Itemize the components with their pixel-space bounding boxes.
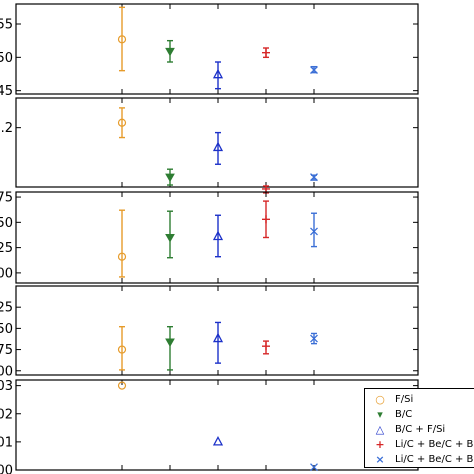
panel-4: 00 75 50 25 bbox=[0, 285, 419, 379]
panel-frame bbox=[15, 191, 419, 284]
data-point bbox=[310, 463, 318, 472]
y-tick-label: 00 bbox=[0, 266, 13, 281]
legend-marker-icon: △ bbox=[375, 422, 385, 436]
data-point bbox=[310, 227, 318, 236]
legend-marker-icon: ○ bbox=[375, 392, 385, 406]
y-tick-label: 00 bbox=[0, 364, 13, 379]
data-point bbox=[165, 173, 175, 183]
legend-entry: ○ F/Si bbox=[371, 392, 413, 406]
legend-entry: × Li/C + Be/C + B bbox=[371, 452, 473, 466]
legend-marker-icon: × bbox=[375, 452, 385, 466]
data-point bbox=[212, 141, 224, 152]
data-point bbox=[212, 230, 224, 241]
legend-entry: △ B/C + F/Si bbox=[371, 422, 445, 436]
data-point bbox=[310, 66, 318, 74]
y-tick-label: 75 bbox=[0, 343, 13, 358]
data-point bbox=[165, 338, 175, 347]
panel-frame bbox=[15, 97, 419, 188]
legend-label: Li/C + Be/C + B bbox=[395, 453, 474, 465]
data-point bbox=[212, 68, 224, 79]
panel-2: .2 bbox=[1, 97, 419, 194]
legend-entry: ▾ B/C bbox=[371, 407, 412, 421]
legend-label: F/Si bbox=[395, 393, 414, 405]
data-point bbox=[262, 215, 270, 224]
data-point bbox=[212, 435, 224, 446]
panel-frame bbox=[15, 285, 419, 376]
panel-3: 00 25 50 75 bbox=[0, 191, 419, 284]
legend-marker-icon: + bbox=[375, 437, 385, 451]
data-point bbox=[262, 342, 270, 351]
y-tick-label: 00 bbox=[0, 464, 13, 474]
legend-label: Li/C + Be/C + B bbox=[395, 438, 474, 450]
y-tick-label: .2 bbox=[1, 121, 13, 136]
data-point bbox=[117, 252, 127, 261]
y-tick-label: 50 bbox=[0, 51, 13, 66]
panel-frame bbox=[15, 3, 419, 95]
legend-marker-icon: ▾ bbox=[377, 407, 383, 421]
data-point bbox=[117, 35, 127, 44]
y-tick-label: 55 bbox=[0, 18, 13, 33]
data-point bbox=[262, 48, 270, 57]
panel-5: 00 01 02 03 bbox=[0, 379, 419, 474]
data-point bbox=[165, 234, 175, 243]
data-point bbox=[165, 47, 175, 57]
legend-label: B/C + F/Si bbox=[395, 423, 446, 435]
y-tick-label: 03 bbox=[0, 379, 13, 394]
y-tick-label: 50 bbox=[0, 322, 13, 337]
y-tick-label: 25 bbox=[0, 301, 13, 316]
y-tick-label: .45 bbox=[0, 84, 13, 99]
y-tick-label: 50 bbox=[0, 216, 13, 231]
panel-1: .45 50 55 bbox=[0, 3, 419, 99]
legend-label: B/C bbox=[395, 408, 413, 420]
data-point bbox=[117, 118, 127, 127]
y-tick-label: 25 bbox=[0, 241, 13, 256]
data-point bbox=[117, 381, 127, 390]
data-point bbox=[310, 334, 318, 343]
y-tick-label: 01 bbox=[0, 435, 13, 450]
data-point bbox=[117, 345, 127, 354]
legend-entry: + Li/C + Be/C + B bbox=[371, 437, 473, 451]
data-point bbox=[310, 173, 318, 182]
data-point bbox=[212, 332, 224, 343]
y-tick-label: 02 bbox=[0, 407, 13, 422]
legend: ○ F/Si ▾ B/C △ B/C + F/Si + Li/C + Be/C … bbox=[364, 388, 474, 468]
y-tick-label: 75 bbox=[0, 191, 13, 206]
panel-frame bbox=[15, 379, 419, 471]
